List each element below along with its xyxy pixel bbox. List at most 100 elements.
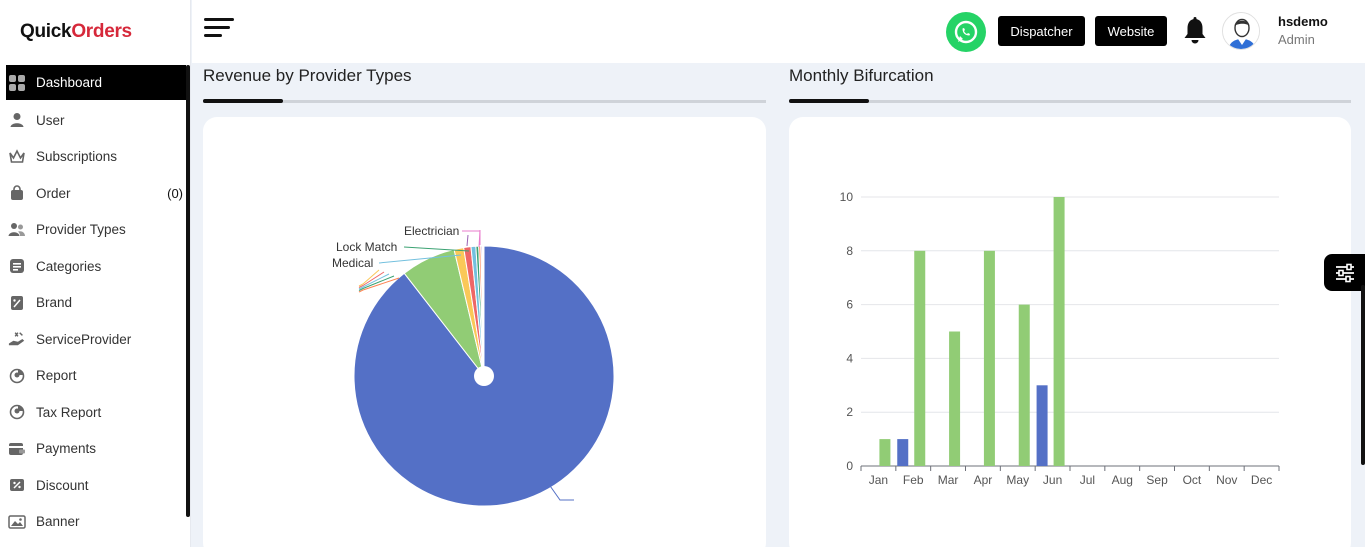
pie-leader-line [403,246,470,252]
x-tick-label: Mar [938,473,959,487]
pie-leader-line [358,275,395,291]
tag-icon [8,294,26,312]
sidebar-item-banner[interactable]: Banner [6,504,186,541]
x-tick-label: Nov [1216,473,1237,487]
order-count-badge: (0) [167,185,183,201]
bar[interactable] [914,250,926,466]
sidebar-item-label: Payments [36,441,97,457]
pie-label: Medical [332,256,373,270]
monthly-bar-chart: 0 2 4 6 8 10 Jan Feb Mar Apr May Jun Jul Aug Sep Oct Nov… [840,190,1280,487]
brand-part2: Orders [71,20,132,42]
sidebar-item-serviceprovider[interactable]: ServiceProvider [6,321,186,358]
x-tick-label: Feb [903,473,924,487]
user-avatar[interactable] [1222,12,1260,50]
brand-logo[interactable]: Quick Orders [0,0,190,63]
sidebar-item-label: Provider Types [36,222,126,238]
revenue-pie-card: Medical Lock Match Electrician [203,117,766,547]
list-icon [8,257,26,275]
pie-leader-line [378,254,462,264]
y-tick-label: 2 [846,405,853,419]
report-icon [8,367,26,385]
sidebar: Quick Orders Dashboard User Subscriptions Or… [0,0,191,547]
menu-toggle-icon[interactable] [204,18,236,42]
page-scrollbar[interactable] [1361,285,1365,465]
sidebar-item-brand[interactable]: Brand [6,285,186,322]
sidebar-item-label: Tax Report [36,404,102,420]
pie-leader-line [358,277,400,293]
sidebar-menu: Dashboard User Subscriptions Order (0) Provid… [6,65,186,540]
bar[interactable] [879,439,891,466]
crown-icon [8,148,26,166]
discount-icon [8,476,26,494]
bell-icon[interactable] [1182,16,1208,46]
image-icon [8,513,26,531]
sidebar-item-order[interactable]: Order (0) [6,175,186,212]
bar[interactable] [897,439,909,466]
wallet-icon [8,440,26,458]
pie-slice[interactable] [482,245,485,377]
sidebar-item-label: Order [36,185,71,201]
x-tick-label: Sep [1146,473,1168,487]
sidebar-item-categories[interactable]: Categories [6,248,186,285]
bar[interactable] [983,250,995,466]
pie-leader-line [462,230,481,245]
sidebar-item-subscriptions[interactable]: Subscriptions [6,139,186,176]
y-tick-label: 4 [846,351,853,365]
users-icon [8,221,26,239]
x-tick-label: Aug [1112,473,1133,487]
bag-icon [8,184,26,202]
website-button[interactable]: Website [1095,16,1167,46]
dispatcher-button[interactable]: Dispatcher [998,16,1085,46]
revenue-section-title: Revenue by Provider Types [203,66,412,85]
sidebar-item-user[interactable]: User [6,102,186,139]
y-tick-label: 6 [846,298,853,312]
pie-leader-line [358,271,385,288]
monthly-bar-card: 0 2 4 6 8 10 Jan Feb Mar Apr May Jun Jul Aug Sep Oct Nov… [789,117,1351,547]
sidebar-item-payments[interactable]: Payments [6,431,186,468]
bar[interactable] [949,331,961,467]
pie-leader-line [358,269,380,287]
sidebar-item-label: Categories [36,258,102,274]
sidebar-item-label: Discount [36,477,89,493]
sidebar-scrollbar[interactable] [186,65,190,517]
monthly-section-title: Monthly Bifurcation [789,66,934,85]
monthly-section-divider [789,99,1351,103]
y-tick-label: 0 [846,459,853,473]
y-tick-label: 8 [846,244,853,258]
bar[interactable] [1053,197,1065,466]
top-header: Dispatcher Website hsdemo Admin [192,0,1365,63]
x-tick-label: Dec [1251,473,1272,487]
y-tick-label: 10 [840,190,854,204]
x-tick-label: May [1006,473,1029,487]
sidebar-item-discount[interactable]: Discount [6,467,186,504]
tax-report-icon [8,403,26,421]
sidebar-item-provider-types[interactable]: Provider Types [6,212,186,249]
sidebar-item-label: Dashboard [36,75,103,90]
settings-sliders-icon[interactable] [1324,254,1365,291]
x-tick-label: Oct [1183,473,1202,487]
sidebar-item-tax-report[interactable]: Tax Report [6,394,186,431]
grid-icon [8,74,26,92]
x-tick-label: Apr [974,473,993,487]
pie-leader-line [358,273,390,290]
whatsapp-icon[interactable] [946,12,986,52]
user-icon [8,111,26,129]
sidebar-item-label: ServiceProvider [36,331,132,347]
user-name: hsdemo [1278,14,1328,29]
bar[interactable] [1018,304,1030,466]
brand-part1: Quick [20,20,72,42]
x-tick-label: Jul [1080,473,1095,487]
user-role: Admin [1278,32,1315,47]
sidebar-item-label: Brand [36,295,73,311]
sidebar-item-label: User [36,112,65,128]
pie-leader-line [547,482,574,501]
sidebar-item-label: Banner [36,514,80,530]
pie-center-hole [474,366,494,386]
bar[interactable] [1036,385,1048,466]
sidebar-item-label: Subscriptions [36,149,118,165]
sidebar-item-report[interactable]: Report [6,358,186,395]
pie-label: Lock Match [336,240,397,254]
service-hand-icon [8,330,26,348]
sidebar-item-dashboard[interactable]: Dashboard [6,65,186,100]
revenue-section-divider [203,99,766,103]
